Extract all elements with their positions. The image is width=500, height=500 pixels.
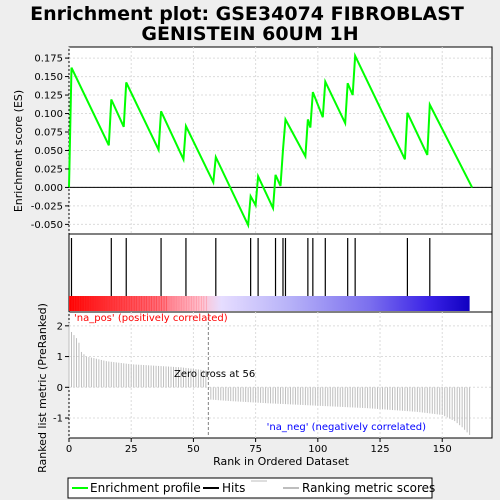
legend-es-label: Enrichment profile <box>90 481 201 495</box>
y-axis-label-top: Enrichment score (ES) <box>12 90 25 212</box>
y-tick-label-bottom: -1 <box>53 414 63 425</box>
metric-panel <box>68 311 493 439</box>
x-tick-label: 150 <box>433 444 452 455</box>
pos-label: 'na_pos' (positively correlated) <box>74 313 228 324</box>
metric-layer <box>68 312 471 438</box>
y-tick-label-top: 0.050 <box>34 146 63 157</box>
x-axis-label: Rank in Ordered Dataset <box>213 455 350 468</box>
y-tick-label-top: -0.025 <box>31 201 63 212</box>
es-layer <box>68 51 492 229</box>
hits-layer <box>69 238 470 311</box>
y-tick-label-top: 0.025 <box>34 164 63 175</box>
y-axis-label-bottom: Ranked list metric (PreRanked) <box>36 303 49 473</box>
chart-title-line2: GENISTEIN 60UM 1H <box>141 23 358 45</box>
y-tick-label-bottom: 2 <box>57 321 63 332</box>
y-tick-label-top: 0.175 <box>34 54 63 65</box>
neg-label: 'na_neg' (negatively correlated) <box>267 422 426 433</box>
x-tick-label: 50 <box>187 444 200 455</box>
y-tick-label-top: 0.100 <box>34 109 63 120</box>
legend-hits-label: Hits <box>222 481 245 495</box>
x-tick-label: 100 <box>308 444 327 455</box>
chart-title-line1: Enrichment plot: GSE34074 FIBROBLAST <box>30 3 464 25</box>
zero-cross-label: Zero cross at 56 <box>174 369 255 380</box>
y-tick-label-top: 0.075 <box>34 128 63 139</box>
y-tick-label-top: -0.050 <box>31 220 63 231</box>
x-tick-label: 125 <box>370 444 389 455</box>
y-tick-label-bottom: 0 <box>57 383 63 394</box>
legend-metric-label: Ranking metric scores <box>302 481 435 495</box>
axis-ticks: 0 25 50 75 100 125 150 -0.050 -0.025 0.000 0.025 0.… <box>31 54 452 455</box>
y-tick-label-bottom: 1 <box>57 352 63 363</box>
legend <box>67 477 433 499</box>
enrichment-profile-line <box>68 51 473 229</box>
y-tick-label-top: 0.000 <box>34 183 63 194</box>
y-tick-label-top: 0.125 <box>34 91 63 102</box>
x-tick-label: 0 <box>66 444 72 455</box>
x-tick-label: 25 <box>125 444 138 455</box>
y-tick-label-top: 0.150 <box>34 72 63 83</box>
x-tick-label: 75 <box>249 444 262 455</box>
